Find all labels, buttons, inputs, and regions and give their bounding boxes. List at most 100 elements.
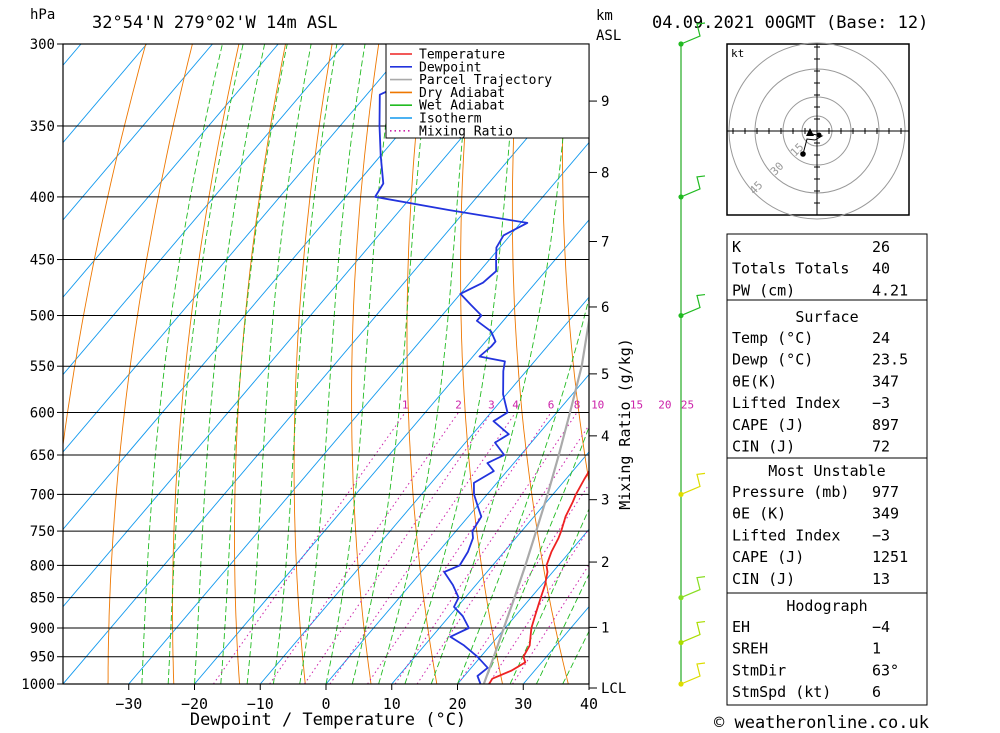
index-section-title: Surface [795, 308, 858, 326]
temperature-axis: −30 −20 −10 0 10 20 30 40 [115, 684, 598, 713]
dry-adiabat-line [63, 44, 147, 448]
wet-adiabat-line [509, 507, 589, 684]
mixing-ratio-line [329, 412, 517, 684]
hpa-unit-label: hPa [30, 7, 55, 23]
asl-unit-label: ASL [596, 28, 621, 44]
wet-adiabat-line [246, 44, 312, 684]
isotherm-line [457, 528, 589, 684]
indices-panel: K 26 Totals Totals 40 PW (cm) 4.21 Surface Temp… [726, 233, 928, 706]
index-value: 977 [872, 483, 899, 501]
height-tick-label: 3 [601, 493, 609, 509]
height-tick-label: 7 [601, 235, 609, 251]
index-label: Totals Totals [732, 260, 849, 278]
plot-frame [62, 43, 590, 685]
indices-surface-box [726, 299, 928, 459]
wet-adiabat-line [167, 44, 244, 684]
parcel-trajectory-line [482, 44, 589, 684]
index-label: Lifted Index [732, 394, 840, 412]
temperature-tick-label: 10 [383, 695, 401, 713]
temperature-tick-label: 40 [580, 695, 598, 713]
indices-most-unstable-box [726, 457, 928, 594]
mixing-ratio-label: 20 [658, 398, 671, 411]
index-label: Dewp (°C) [732, 351, 813, 369]
pressure-tick-label: 350 [30, 119, 55, 135]
index-value: 13 [872, 570, 890, 588]
date-title: 04.09.2021 00GMT (Base: 12) [652, 13, 928, 33]
wet-adiabat-line [535, 573, 589, 684]
dry-adiabat-line [938, 44, 1000, 684]
index-value: −3 [872, 394, 890, 412]
wind-barb [680, 175, 706, 198]
legend-label: Dry Adiabat [419, 86, 505, 101]
mixing-ratio-label: 8 [574, 398, 581, 411]
isotherm-line [63, 44, 279, 298]
isotherm-line [63, 44, 542, 608]
dry-adiabat-line [511, 44, 569, 684]
mixing-ratio-label: 3 [488, 398, 495, 411]
index-value: 40 [872, 260, 890, 278]
index-value: −4 [872, 618, 890, 636]
index-value: 72 [872, 438, 890, 456]
legend-label: Dewpoint [419, 60, 482, 75]
pressure-tick-label: 750 [30, 524, 55, 540]
height-tick-label: 8 [601, 165, 609, 181]
wet-adiabat-line [483, 426, 589, 684]
mixing-ratio-label: 1 [402, 398, 409, 411]
index-label: PW (cm) [732, 281, 795, 299]
legend-label: Mixing Ratio [419, 124, 513, 139]
sounding-series [374, 44, 589, 684]
mixing-ratio-line [512, 563, 589, 684]
mixing-ratio-label: 25 [681, 398, 694, 411]
wet-adiabat-line [351, 44, 432, 684]
hodograph-unit: kt [731, 47, 744, 60]
index-value: 4.21 [872, 281, 908, 299]
dewpoint-line [374, 44, 529, 684]
mixing-ratio-line [457, 483, 589, 684]
index-value: 6 [872, 683, 881, 701]
y2-axis-label: Mixing Ratio (g/kg) [616, 338, 634, 510]
isotherm-line [325, 373, 589, 684]
pressure-tick-label: 1000 [21, 677, 55, 693]
dry-adiabat-line [406, 44, 438, 684]
index-value: 23.5 [872, 351, 908, 369]
mixing-ratio-line [394, 412, 578, 684]
hodograph-end-dot [816, 132, 822, 138]
index-value: 1 [872, 640, 881, 658]
index-label: θE(K) [732, 372, 777, 390]
dry-adiabat-line [172, 44, 240, 684]
isotherm-line [63, 44, 345, 376]
index-label: K [732, 238, 741, 256]
height-axis: 1 2 3 4 5 6 7 8 9 LCL [589, 94, 626, 697]
height-tick-label: 1 [601, 620, 609, 636]
index-label: EH [732, 618, 750, 636]
mixing-ratio-label: 10 [591, 398, 604, 411]
isotherm-line [63, 44, 148, 144]
index-value: 24 [872, 329, 890, 347]
index-label: Lifted Index [732, 526, 840, 544]
wet-adiabat-line [194, 44, 266, 684]
location-title: 32°54'N 279°02'W 14m ASL [92, 13, 338, 33]
wind-barb [680, 22, 706, 45]
index-label: CAPE (J) [732, 548, 804, 566]
isotherm-line [63, 64, 589, 684]
pressure-tick-label: 850 [30, 591, 55, 607]
index-label: CIN (J) [732, 570, 795, 588]
index-label: Temp (°C) [732, 329, 813, 347]
pressure-tick-label: 950 [30, 650, 55, 666]
temperature-line [488, 469, 589, 684]
wet-adiabat-line [325, 44, 397, 684]
index-value: 897 [872, 416, 899, 434]
dry-adiabat-line [351, 44, 380, 684]
wind-barb [680, 620, 706, 644]
height-tick-label: LCL [601, 681, 626, 697]
indices-top-box [726, 233, 928, 301]
wet-adiabat-line [272, 44, 338, 684]
wind-barb [680, 576, 706, 599]
index-value: 1251 [872, 548, 908, 566]
mixing-ratio-label: 2 [455, 398, 462, 411]
pressure-axis: 300 350 400 450 500 550 600 650 700 750 800 850 900 9… [21, 37, 63, 693]
index-label: SREH [732, 640, 768, 658]
wind-barb [680, 662, 706, 685]
